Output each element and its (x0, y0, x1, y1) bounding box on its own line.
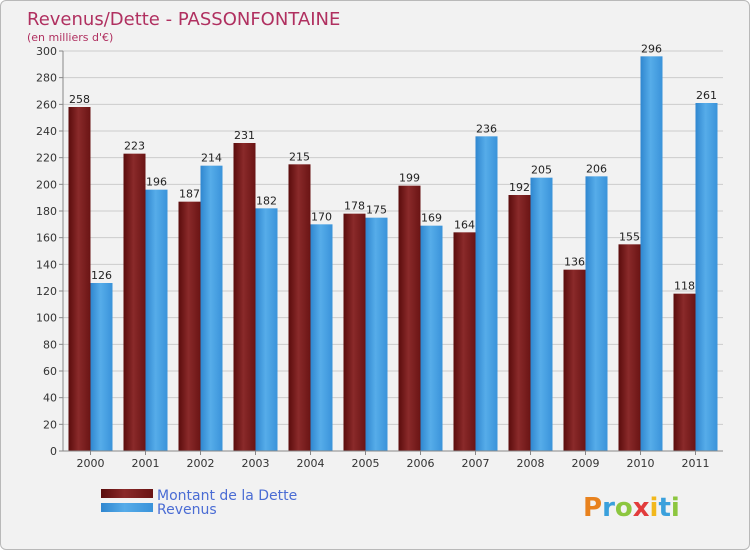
value-label-debt: 192 (509, 181, 530, 194)
y-tick-label: 240 (36, 125, 57, 138)
legend-swatch-revenue (101, 503, 153, 512)
bars: 258 126 223 196 187 214 231 182 215 170 178 175 199 1… (68, 42, 718, 452)
value-label-revenue: 169 (421, 212, 442, 225)
x-tick-label: 2001 (132, 457, 160, 470)
bar-debt (178, 201, 201, 451)
proxiti-logo: Proxiti (583, 493, 680, 523)
y-tick-label: 260 (36, 98, 57, 111)
y-tick-label: 180 (36, 205, 57, 218)
value-label-revenue: 196 (146, 176, 167, 189)
bar-revenue (365, 217, 388, 451)
x-tick-label: 2004 (297, 457, 325, 470)
bar-revenue (310, 224, 333, 451)
value-label-debt: 187 (179, 188, 200, 201)
bar-revenue (530, 177, 553, 451)
x-tick-label: 2007 (462, 457, 490, 470)
x-tick-label: 2010 (627, 457, 655, 470)
value-label-revenue: 214 (201, 152, 222, 165)
value-label-revenue: 205 (531, 164, 552, 177)
value-label-revenue: 182 (256, 194, 277, 207)
value-label-debt: 178 (344, 200, 365, 213)
value-label-revenue: 296 (641, 42, 662, 55)
value-label-debt: 155 (619, 230, 640, 243)
bar-debt (618, 244, 641, 451)
bar-debt (233, 143, 256, 451)
y-tick-label: 120 (36, 285, 57, 298)
value-label-debt: 118 (674, 280, 695, 293)
bar-debt (398, 185, 421, 451)
legend-swatch-debt (101, 489, 153, 498)
bar-revenue (640, 56, 663, 451)
value-label-debt: 231 (234, 129, 255, 142)
y-tick-label: 300 (36, 45, 57, 58)
y-tick-label: 140 (36, 258, 57, 271)
x-tick-label: 2011 (682, 457, 710, 470)
value-label-debt: 258 (69, 93, 90, 106)
value-label-debt: 164 (454, 218, 475, 231)
bar-debt (68, 107, 91, 451)
value-label-revenue: 236 (476, 122, 497, 135)
bar-revenue (90, 283, 113, 451)
y-tick-label: 220 (36, 152, 57, 165)
bar-revenue (145, 189, 168, 451)
legend-label-debt: Montant de la Dette (157, 488, 297, 504)
x-tick-label: 2005 (352, 457, 380, 470)
y-tick-label: 0 (50, 445, 57, 458)
value-label-revenue: 206 (586, 162, 607, 175)
y-axis-ticks: 0 20 40 60 80 100 120 140 160 180 200 220 240 260 280 3… (36, 45, 63, 458)
bar-debt (508, 195, 531, 451)
y-tick-label: 40 (43, 392, 57, 405)
y-tick-label: 60 (43, 365, 57, 378)
y-tick-label: 100 (36, 312, 57, 325)
bar-revenue (200, 165, 223, 451)
legend-label-revenue: Revenus (157, 502, 217, 518)
bar-revenue (585, 176, 608, 452)
value-label-revenue: 175 (366, 204, 387, 217)
bar-debt (343, 213, 366, 451)
bar-debt (563, 269, 586, 451)
y-tick-label: 280 (36, 72, 57, 85)
bar-revenue (255, 208, 278, 451)
x-axis-ticks: 2000 2001 2002 2003 2004 2005 2006 2007 2008 2009… (77, 451, 710, 470)
value-label-revenue: 261 (696, 89, 717, 102)
value-label-debt: 215 (289, 150, 310, 163)
bar-revenue (695, 103, 718, 451)
legend: Montant de la Dette Revenus (101, 488, 297, 518)
y-tick-label: 160 (36, 232, 57, 245)
bar-revenue (420, 225, 443, 451)
x-tick-label: 2003 (242, 457, 270, 470)
y-tick-label: 80 (43, 338, 57, 351)
bar-revenue (475, 136, 498, 452)
x-tick-label: 2006 (407, 457, 435, 470)
value-label-debt: 199 (399, 172, 420, 185)
value-label-revenue: 126 (91, 269, 112, 282)
gridlines (63, 50, 723, 452)
x-tick-label: 2008 (517, 457, 545, 470)
value-label-revenue: 170 (311, 210, 332, 223)
y-tick-label: 200 (36, 178, 57, 191)
value-label-debt: 136 (564, 256, 585, 269)
x-tick-label: 2002 (187, 457, 215, 470)
value-label-debt: 223 (124, 140, 145, 153)
y-tick-label: 20 (43, 418, 57, 431)
x-tick-label: 2000 (77, 457, 105, 470)
bar-debt (123, 153, 146, 451)
chart-title: Revenus/Dette - PASSONFONTAINE (27, 9, 340, 30)
bar-debt (288, 164, 311, 452)
bar-debt (453, 232, 476, 451)
bar-debt (673, 293, 696, 451)
x-tick-label: 2009 (572, 457, 600, 470)
chart-subtitle: (en milliers d'€) (27, 31, 113, 44)
